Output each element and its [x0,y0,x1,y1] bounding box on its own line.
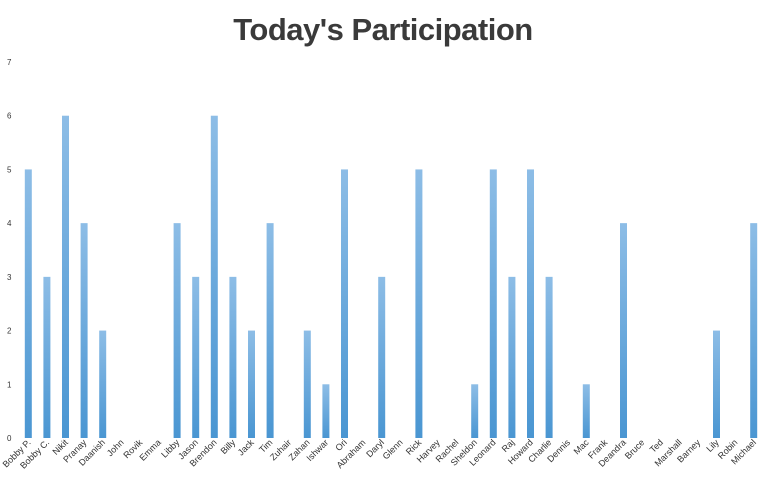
bar-rick [415,169,423,438]
bar-sheldon [471,384,479,438]
bar-daryl [378,276,386,438]
bar-raj [508,276,516,438]
bar-bobby-c [43,276,51,438]
x-axis: Bobby P.Bobby C. NikitPranayDaanishJohnRo… [1,437,758,471]
y-tick-label: 0 [7,434,12,443]
bar-jason [192,276,200,438]
bar-leonard [489,169,497,438]
bar-ori [341,169,348,438]
x-tick-label: Billy [219,437,238,456]
x-tick-label: Jack [236,437,257,458]
y-axis: 0 1 2 3 4 5 6 7 [7,58,12,443]
x-tick-label: Emma [137,437,162,462]
bar-libby [173,223,181,438]
bar-deandra [620,223,627,438]
bar-daanish [99,330,107,438]
bars [24,115,758,438]
y-tick-label: 2 [7,327,12,336]
x-tick-label: Bruce [623,437,647,461]
chart-title: Today's Participation [233,12,533,47]
y-tick-label: 7 [7,58,12,67]
bar-bobby-p [24,169,32,438]
bar-michael [750,223,758,438]
y-tick-label: 4 [7,219,12,228]
y-tick-label: 3 [7,273,12,282]
bar-billy [229,276,237,438]
bar-ishwar [322,384,330,438]
bar-howard [527,169,534,438]
y-tick-label: 5 [7,165,12,174]
bar-lily [713,330,720,438]
bar-nikit [62,115,69,438]
bar-zahan [303,330,311,438]
y-tick-label: 1 [7,380,12,389]
bar-brendon [210,115,218,438]
bar-pranay [80,223,88,438]
y-tick-label: 6 [7,112,12,121]
bar-tim [266,223,274,438]
bar-mac [582,384,590,438]
bar-charlie [545,276,553,438]
x-tick-label: Glenn [381,437,405,461]
bar-jack [248,330,255,438]
